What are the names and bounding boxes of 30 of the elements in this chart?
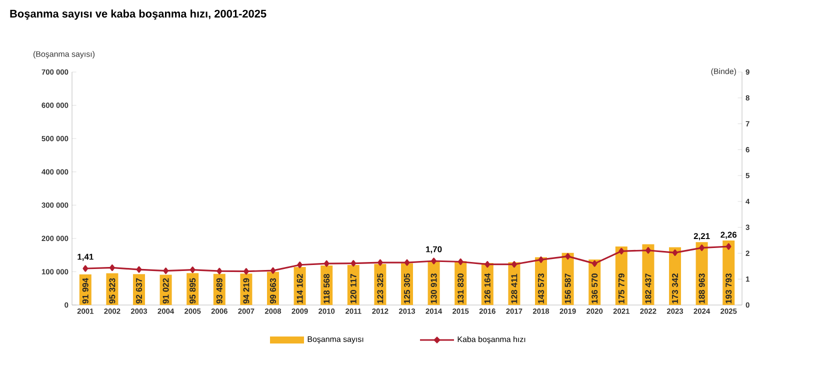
data-label: 156 587 (564, 274, 571, 304)
chart-title: Boşanma sayısı ve kaba boşanma hızı, 2001-2025 (10, 10, 266, 20)
data-label: 1,70 (426, 246, 442, 254)
data-label: 188 963 (698, 274, 705, 304)
data-label: 99 663 (270, 278, 276, 304)
data-label: 1,41 (78, 254, 94, 261)
data-label: 130 913 (430, 274, 437, 304)
data-label: 120 117 (350, 274, 356, 304)
data-label: 95 895 (190, 278, 196, 304)
data-label: 182 437 (645, 274, 652, 304)
data-label: 175 779 (618, 274, 624, 304)
data-label: 136 570 (592, 274, 598, 304)
data-label: 114 162 (296, 274, 303, 304)
data-label: 91 994 (82, 278, 88, 304)
data-label: 2,21 (694, 233, 710, 240)
data-label: 131 830 (458, 274, 464, 304)
data-label: 143 573 (538, 274, 544, 304)
data-label: 126 164 (484, 273, 490, 304)
data-label: 93 489 (216, 278, 222, 304)
data-label: 2,26 (720, 232, 737, 239)
data-label: 193 793 (726, 274, 732, 304)
data-label: 91 022 (162, 278, 169, 304)
data-label: 92 637 (136, 278, 142, 304)
data-label: 123 325 (377, 273, 384, 304)
data-label: 125 305 (404, 273, 410, 304)
data-label: 128 411 (511, 274, 518, 304)
data-label: 94 219 (243, 278, 250, 304)
data-label: 95 323 (109, 278, 116, 304)
data-label: 118 568 (324, 274, 330, 304)
data-label: 173 342 (672, 274, 678, 304)
